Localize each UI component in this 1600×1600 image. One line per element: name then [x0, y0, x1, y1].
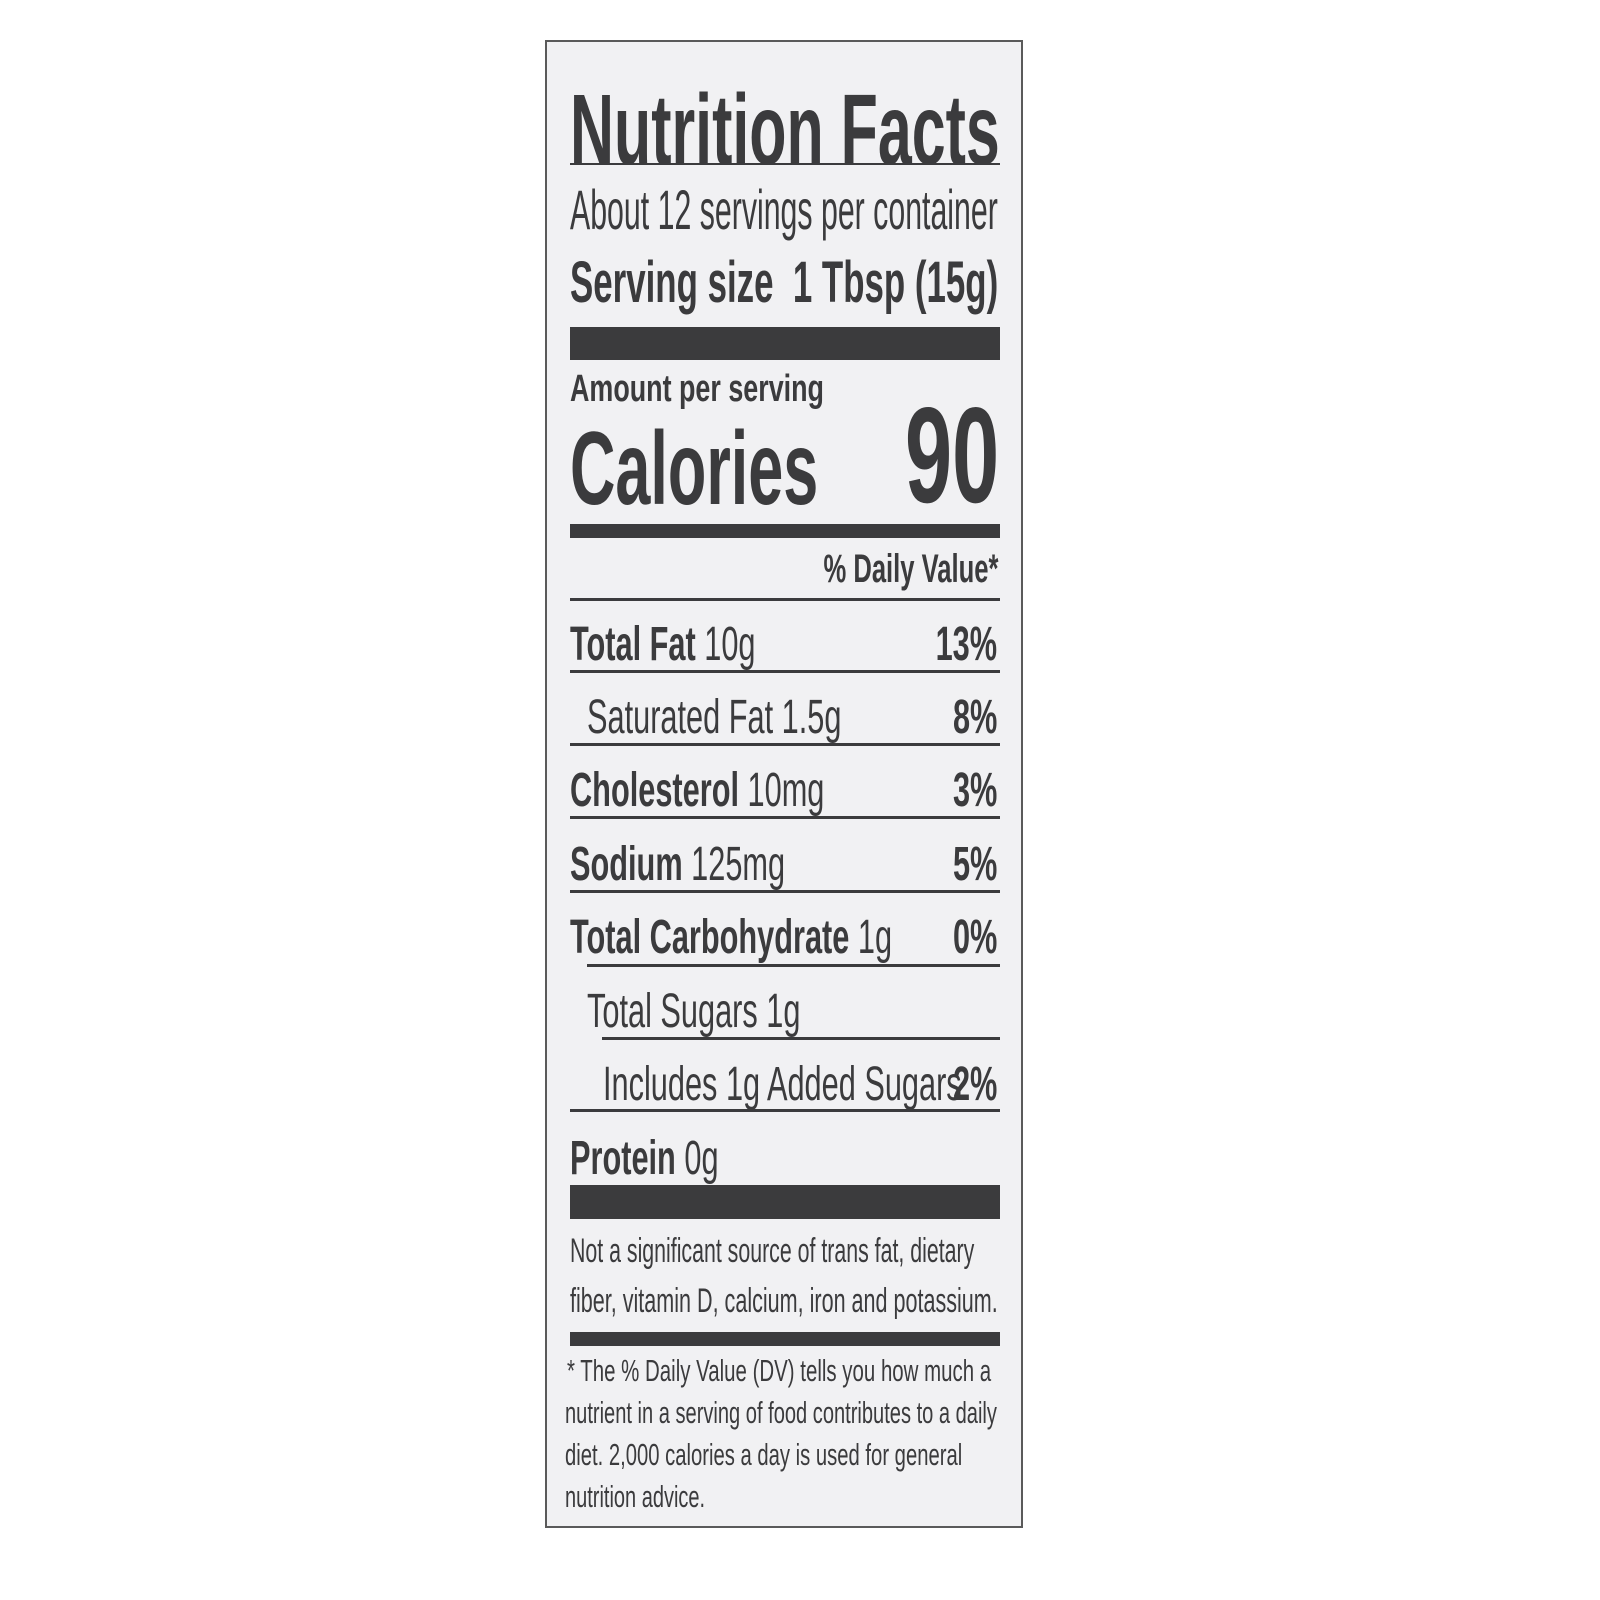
amount-per-serving: Amount per serving: [570, 368, 824, 410]
divider-thin: [570, 890, 1000, 893]
title: Nutrition Facts: [570, 74, 1000, 186]
nutrient-row-saturated-fat: Saturated Fat 1.5g 8%: [587, 691, 997, 744]
divider-thick: [570, 1185, 1000, 1219]
not-significant-line: fiber, vitamin D, calcium, iron and pota…: [570, 1282, 998, 1320]
not-significant-line: Not a significant source of trans fat, d…: [570, 1232, 975, 1270]
footnote-line: nutrition advice.: [565, 1479, 706, 1514]
calories-value: 90: [905, 379, 1000, 531]
nutrient-row-added-sugars: Includes 1g Added Sugars 2%: [603, 1058, 997, 1111]
divider-thin: [570, 743, 1000, 746]
divider-thin: [570, 598, 1000, 601]
divider-thin: [570, 1109, 1000, 1112]
nutrient-row-total-fat: Total Fat 10g 13%: [570, 618, 997, 671]
footnote-line: nutrient in a serving of food contribute…: [565, 1395, 997, 1430]
nutrition-facts-label: Nutrition Facts About 12 servings per co…: [545, 40, 1023, 1528]
nutrient-row-cholesterol: Cholesterol 10mg 3%: [570, 764, 997, 817]
divider-thin: [570, 163, 1000, 165]
nutrient-row-total-sugars: Total Sugars 1g: [587, 985, 801, 1038]
footnote-line: * The % Daily Value (DV) tells you how m…: [567, 1353, 992, 1388]
divider-thin: [587, 964, 1000, 967]
divider-thin: [570, 816, 1000, 819]
footnote-line: diet. 2,000 calories a day is used for g…: [565, 1437, 963, 1472]
divider-thick: [570, 327, 1000, 360]
daily-value-header: % Daily Value*: [822, 547, 998, 591]
nutrient-row-total-carbohydrate: Total Carbohydrate 1g 0%: [570, 911, 997, 964]
servings-per-container: About 12 servings per container: [570, 178, 998, 241]
nutrient-row-protein: Protein 0g: [570, 1132, 719, 1185]
divider-thin: [602, 1037, 1000, 1040]
divider-thin: [570, 670, 1000, 673]
calories-label: Calories: [570, 411, 819, 527]
nutrient-row-sodium: Sodium 125mg 5%: [570, 838, 997, 891]
divider-medium: [570, 524, 1000, 538]
divider-medium: [570, 1332, 1000, 1346]
serving-size: Serving size 1 Tbsp (15g): [570, 250, 999, 315]
